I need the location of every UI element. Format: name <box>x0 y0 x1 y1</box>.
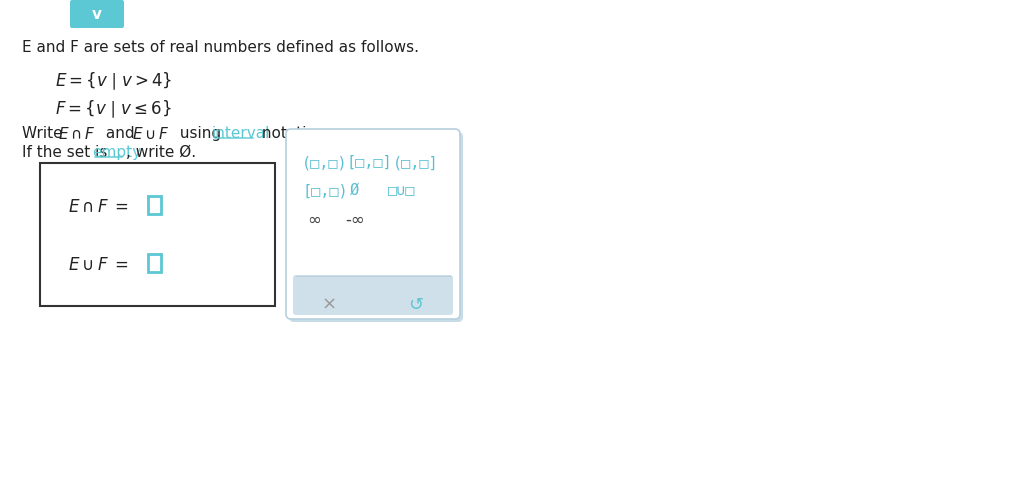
Text: ×: × <box>322 296 337 314</box>
Text: $E\cup F\;=$: $E\cup F\;=$ <box>68 256 129 274</box>
Text: $E\cup F$: $E\cup F$ <box>132 126 170 142</box>
FancyBboxPatch shape <box>286 129 460 319</box>
Text: [□,□): [□,□) <box>302 183 347 198</box>
Text: ∞: ∞ <box>307 211 321 229</box>
Text: Write: Write <box>22 126 68 141</box>
Text: (□,□): (□,□) <box>302 155 347 170</box>
Text: $F=\{v\mid v\leq6\}$: $F=\{v\mid v\leq6\}$ <box>55 98 171 120</box>
FancyBboxPatch shape <box>40 163 275 306</box>
Text: using: using <box>175 126 226 141</box>
Text: E and F are sets of real numbers defined as follows.: E and F are sets of real numbers defined… <box>22 40 419 55</box>
Text: interval: interval <box>212 126 270 141</box>
Text: (□,□]: (□,□] <box>393 155 438 170</box>
Text: If the set is: If the set is <box>22 145 113 160</box>
Text: and: and <box>101 126 139 141</box>
FancyBboxPatch shape <box>293 275 453 315</box>
Text: -∞: -∞ <box>345 211 365 229</box>
Text: [□,□]: [□,□] <box>347 155 392 170</box>
Text: ↺: ↺ <box>408 296 423 314</box>
Text: Ø: Ø <box>350 183 359 198</box>
Text: $E\cap F\;=$: $E\cap F\;=$ <box>68 198 129 216</box>
Text: $E\cap F$: $E\cap F$ <box>58 126 95 142</box>
FancyBboxPatch shape <box>289 132 463 322</box>
Text: , write Ø.: , write Ø. <box>126 145 197 160</box>
Text: $E=\{v\mid v>4\}$: $E=\{v\mid v>4\}$ <box>55 70 172 92</box>
FancyBboxPatch shape <box>70 0 124 28</box>
Text: v: v <box>92 6 102 21</box>
Text: □∪□: □∪□ <box>388 183 416 198</box>
Text: empty: empty <box>92 145 141 160</box>
Text: notation.: notation. <box>257 126 331 141</box>
